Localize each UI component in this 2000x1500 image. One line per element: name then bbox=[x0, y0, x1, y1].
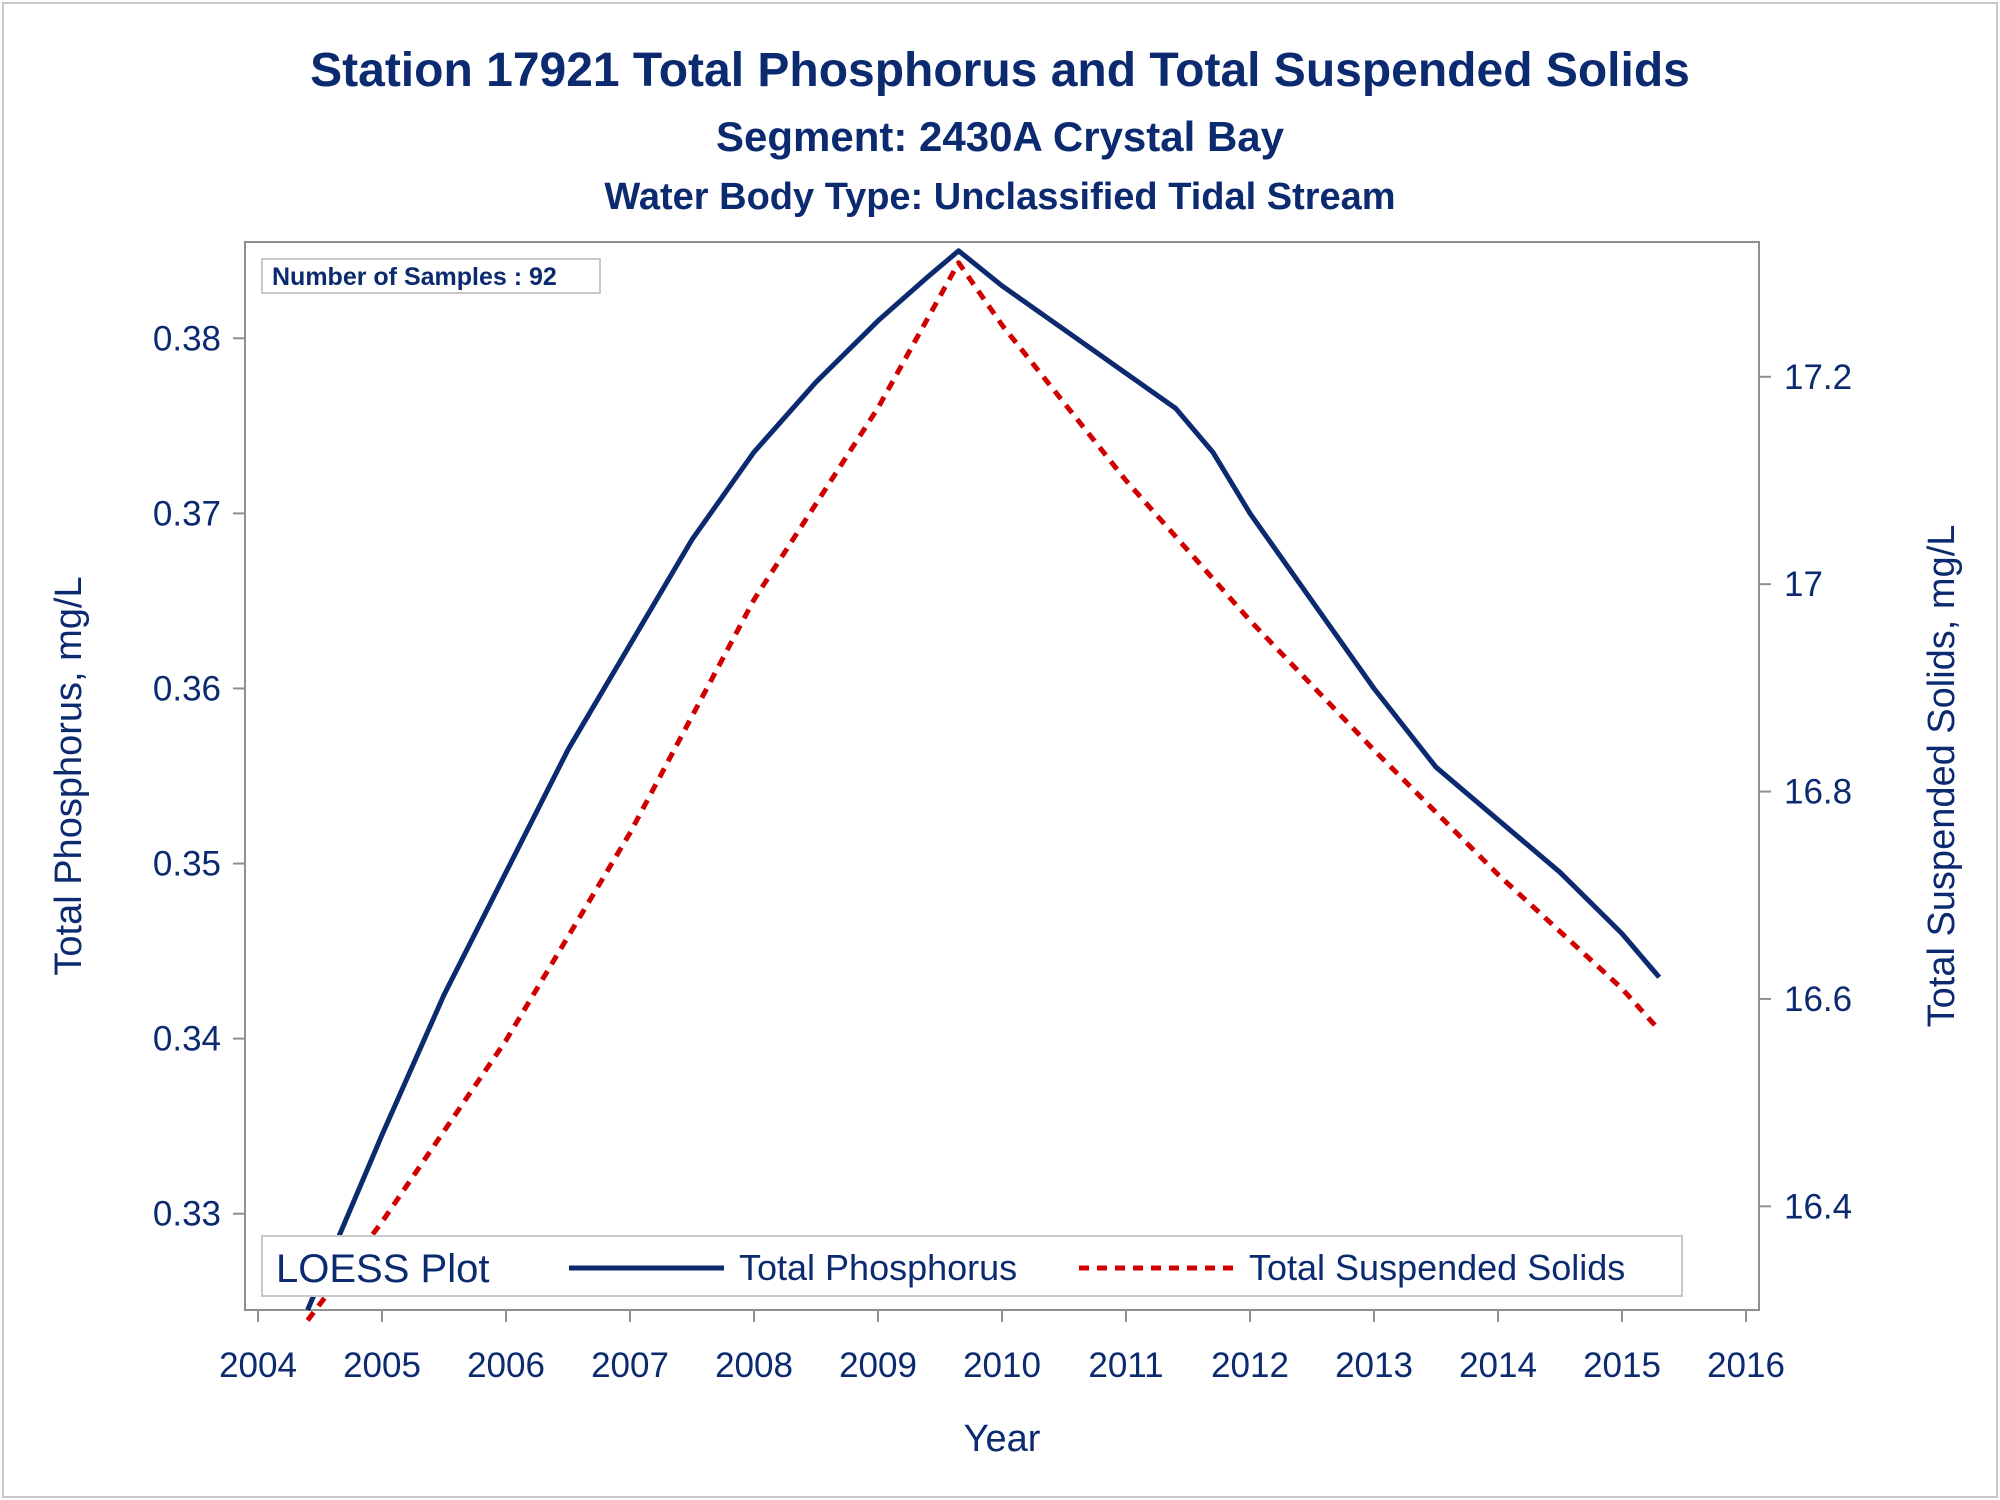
x-tick-label: 2015 bbox=[1583, 1346, 1661, 1385]
y-right-tick-label: 17.2 bbox=[1784, 358, 1852, 397]
chart-subtitle: Segment: 2430A Crystal Bay bbox=[716, 113, 1285, 160]
y-right-tick-label: 17 bbox=[1784, 565, 1823, 604]
y-left-tick-label: 0.37 bbox=[153, 494, 221, 533]
x-tick-label: 2014 bbox=[1459, 1346, 1537, 1385]
x-tick-label: 2016 bbox=[1707, 1346, 1785, 1385]
y-left-tick-label: 0.35 bbox=[153, 845, 221, 884]
x-tick-label: 2012 bbox=[1211, 1346, 1289, 1385]
annotation-box bbox=[261, 258, 601, 294]
y-axis-right-label: Total Suspended Solids, mg/L bbox=[1921, 525, 1963, 1028]
series-line-total-suspended-solids bbox=[305, 260, 1662, 1322]
series-layer bbox=[305, 248, 1662, 1322]
x-tick-label: 2013 bbox=[1335, 1346, 1413, 1385]
plot-area bbox=[244, 241, 1760, 1311]
chart-title: Station 17921 Total Phosphorus and Total… bbox=[310, 44, 1690, 97]
x-tick-label: 2004 bbox=[219, 1346, 297, 1385]
legend-title: LOESS Plot bbox=[276, 1247, 489, 1291]
x-tick-label: 2010 bbox=[963, 1346, 1041, 1385]
x-tick-label: 2006 bbox=[467, 1346, 545, 1385]
series-line-total-phosphorus bbox=[305, 248, 1662, 1311]
x-tick-label: 2009 bbox=[839, 1346, 917, 1385]
y-left-tick-label: 0.34 bbox=[153, 1020, 221, 1059]
legend-box bbox=[261, 1235, 1683, 1297]
y-right-tick-label: 16.6 bbox=[1784, 980, 1852, 1019]
legend-label-total-phosphorus: Total Phosphorus bbox=[739, 1247, 1017, 1288]
chart-subtitle-2: Water Body Type: Unclassified Tidal Stre… bbox=[604, 176, 1395, 218]
x-tick-label: 2005 bbox=[343, 1346, 421, 1385]
y-left-tick-label: 0.33 bbox=[153, 1195, 221, 1234]
x-tick-label: 2008 bbox=[715, 1346, 793, 1385]
y-right-tick-label: 16.8 bbox=[1784, 773, 1852, 812]
y-left-tick-label: 0.36 bbox=[153, 669, 221, 708]
x-tick-label: 2011 bbox=[1088, 1346, 1163, 1385]
y-axis-left-label: Total Phosphorus, mg/L bbox=[48, 576, 90, 975]
legend: LOESS Plot Total Phosphorus Total Suspen… bbox=[261, 1235, 1683, 1297]
x-axis-label: Year bbox=[964, 1418, 1041, 1460]
legend-label-total-suspended-solids: Total Suspended Solids bbox=[1249, 1247, 1625, 1288]
y-left-tick-label: 0.38 bbox=[153, 319, 221, 358]
chart-canvas: Station 17921 Total Phosphorus and Total… bbox=[48, 44, 1963, 1460]
x-tick-label: 2007 bbox=[591, 1346, 669, 1385]
sample-count-annotation: Number of Samples : 92 bbox=[272, 263, 557, 291]
y-right-tick-label: 16.4 bbox=[1784, 1187, 1852, 1226]
y-axis-right: 16.4 16.6 16.8 17 17.2 bbox=[1759, 358, 1852, 1226]
x-axis: 2004 2005 2006 2007 2008 2009 2010 2011 2012 2013… bbox=[219, 1310, 1785, 1385]
y-axis-left: 0.33 0.34 0.35 0.36 0.37 0.38 bbox=[153, 319, 245, 1234]
